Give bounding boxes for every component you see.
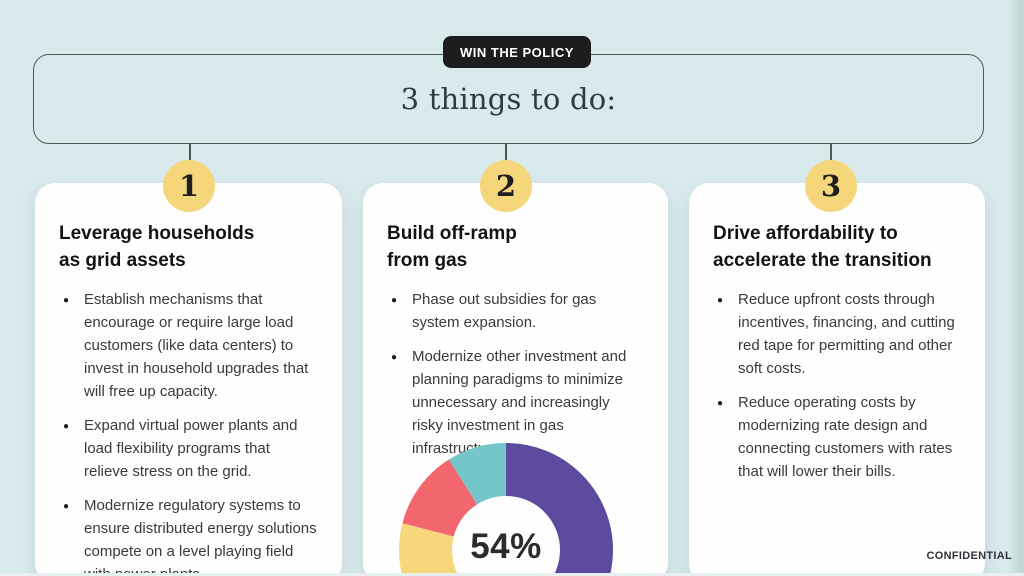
bullet-item: Establish mechanisms that encourage or r…: [63, 288, 318, 403]
card-heading-line: accelerate the transition: [713, 250, 932, 271]
bullet-item: Modernize regulatory systems to ensure d…: [63, 494, 318, 576]
card-heading: Leverage households as grid assets: [59, 220, 318, 274]
donut-center-label: 54%: [470, 527, 542, 566]
bullet-item: Modernize other investment and planning …: [391, 345, 644, 460]
step-number-2: 2: [480, 160, 532, 212]
connector-line-1: [189, 143, 191, 163]
step-number-3: 3: [805, 160, 857, 212]
card-heading-line: Build off-ramp: [387, 223, 517, 244]
card-heading: Build off-ramp from gas: [387, 220, 644, 274]
card-heading-line: as grid assets: [59, 250, 186, 271]
bullet-item: Reduce upfront costs through incentives,…: [717, 288, 961, 380]
donut-chart: [396, 440, 616, 576]
connector-line-2: [505, 143, 507, 163]
connector-line-3: [830, 143, 832, 163]
section-badge: WIN THE POLICY: [443, 36, 591, 68]
donut-chart-svg: [399, 443, 613, 576]
card-drive-affordability: Drive affordability to accelerate the tr…: [689, 183, 985, 576]
bullet-item: Expand virtual power plants and load fle…: [63, 414, 318, 483]
slide-title: 3 things to do:: [400, 82, 617, 116]
card-leverage-households: Leverage households as grid assets Estab…: [35, 183, 342, 576]
card-bullet-list: Phase out subsidies for gas system expan…: [387, 288, 644, 460]
right-edge-gradient: [1008, 0, 1024, 576]
slide-bottom-edge: [0, 573, 1024, 576]
card-bullet-list: Reduce upfront costs through incentives,…: [713, 288, 961, 483]
card-bullet-list: Establish mechanisms that encourage or r…: [59, 288, 318, 576]
step-number-1: 1: [163, 160, 215, 212]
card-heading-line: from gas: [387, 250, 468, 271]
bullet-item: Reduce operating costs by modernizing ra…: [717, 391, 961, 483]
card-heading-line: Leverage households: [59, 223, 255, 244]
bullet-item: Phase out subsidies for gas system expan…: [391, 288, 644, 334]
card-heading: Drive affordability to accelerate the tr…: [713, 220, 961, 274]
confidential-watermark: CONFIDENTIAL: [926, 550, 1012, 562]
card-heading-line: Drive affordability to: [713, 223, 898, 244]
